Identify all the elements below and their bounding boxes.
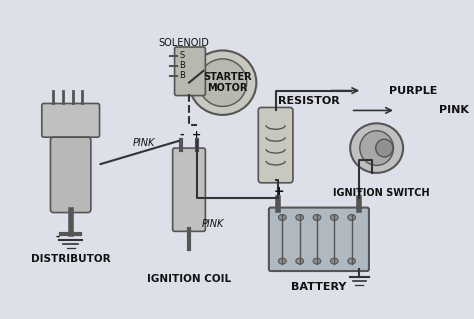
Ellipse shape — [348, 214, 356, 220]
Text: -: - — [179, 130, 183, 140]
Ellipse shape — [279, 258, 286, 264]
Text: PINK: PINK — [439, 106, 469, 115]
Ellipse shape — [313, 258, 321, 264]
Ellipse shape — [44, 110, 97, 140]
Text: -: - — [55, 231, 59, 241]
Ellipse shape — [348, 258, 356, 264]
Ellipse shape — [360, 131, 393, 166]
Text: BATTERY: BATTERY — [291, 282, 346, 292]
Ellipse shape — [313, 214, 321, 220]
Ellipse shape — [279, 214, 286, 220]
Text: DISTRIBUTOR: DISTRIBUTOR — [31, 254, 110, 264]
Ellipse shape — [189, 50, 256, 115]
FancyBboxPatch shape — [258, 108, 293, 183]
FancyBboxPatch shape — [42, 103, 100, 137]
Ellipse shape — [350, 123, 403, 173]
Text: -: - — [357, 185, 362, 198]
Text: PINK: PINK — [202, 219, 224, 229]
Ellipse shape — [376, 139, 393, 157]
Text: PURPLE: PURPLE — [389, 85, 438, 96]
Ellipse shape — [330, 214, 338, 220]
Text: S: S — [180, 51, 185, 60]
Text: B: B — [179, 71, 185, 80]
Ellipse shape — [296, 258, 303, 264]
FancyBboxPatch shape — [173, 148, 205, 231]
Ellipse shape — [330, 258, 338, 264]
Text: IGNITION COIL: IGNITION COIL — [147, 274, 231, 284]
Ellipse shape — [296, 214, 303, 220]
Text: +: + — [273, 185, 284, 198]
Text: PINK: PINK — [133, 138, 155, 148]
Text: IGNITION SWITCH: IGNITION SWITCH — [333, 188, 430, 198]
Text: B: B — [179, 61, 185, 70]
Text: +: + — [192, 130, 201, 140]
Ellipse shape — [199, 59, 247, 107]
FancyBboxPatch shape — [174, 47, 205, 96]
Text: SOLENOID: SOLENOID — [159, 38, 210, 48]
Text: RESISTOR: RESISTOR — [278, 95, 340, 106]
FancyBboxPatch shape — [50, 137, 91, 212]
FancyBboxPatch shape — [269, 208, 369, 271]
Text: STARTER
MOTOR: STARTER MOTOR — [203, 72, 252, 93]
